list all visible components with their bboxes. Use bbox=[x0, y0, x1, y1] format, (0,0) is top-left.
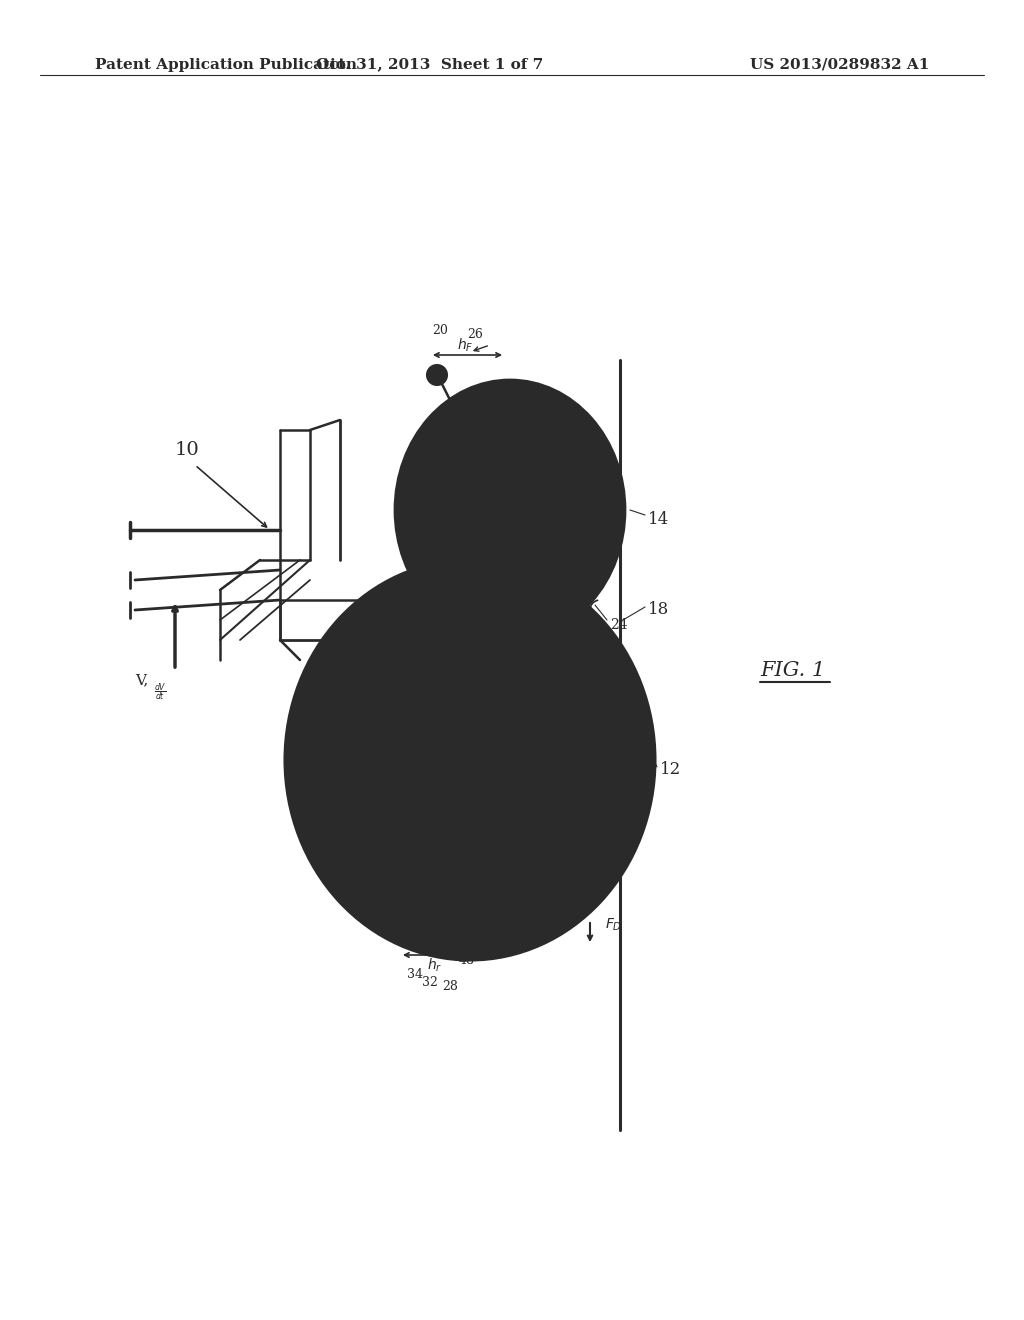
Circle shape bbox=[417, 824, 442, 849]
Text: 32: 32 bbox=[422, 975, 438, 989]
Circle shape bbox=[376, 747, 401, 774]
Circle shape bbox=[397, 925, 417, 945]
Circle shape bbox=[458, 536, 476, 554]
Circle shape bbox=[498, 671, 523, 697]
Text: 26: 26 bbox=[467, 329, 483, 342]
Text: 14: 14 bbox=[648, 511, 670, 528]
Text: $\frac{dV}{dt}$: $\frac{dV}{dt}$ bbox=[154, 681, 166, 702]
Ellipse shape bbox=[441, 432, 579, 587]
Text: FIG. 1: FIG. 1 bbox=[760, 660, 825, 680]
Circle shape bbox=[517, 444, 536, 462]
Ellipse shape bbox=[418, 704, 522, 816]
Ellipse shape bbox=[362, 644, 578, 876]
Text: 28: 28 bbox=[442, 981, 458, 994]
Circle shape bbox=[417, 671, 442, 697]
Ellipse shape bbox=[285, 560, 655, 960]
Text: 18: 18 bbox=[648, 602, 670, 619]
Text: 24: 24 bbox=[610, 618, 628, 632]
Ellipse shape bbox=[475, 471, 545, 549]
Ellipse shape bbox=[395, 380, 625, 640]
Circle shape bbox=[539, 747, 564, 774]
Text: 12: 12 bbox=[660, 762, 681, 779]
Text: Patent Application Publication: Patent Application Publication bbox=[95, 58, 357, 71]
Text: 10: 10 bbox=[175, 441, 200, 459]
Text: US 2013/0289832 A1: US 2013/0289832 A1 bbox=[750, 58, 930, 71]
Circle shape bbox=[427, 366, 447, 385]
Text: $V_w$: $V_w$ bbox=[510, 694, 529, 710]
Circle shape bbox=[498, 824, 523, 849]
Circle shape bbox=[458, 466, 476, 484]
Text: $h_F$: $h_F$ bbox=[457, 337, 473, 354]
Text: $F_D$: $F_D$ bbox=[605, 917, 622, 933]
Text: V,: V, bbox=[135, 673, 148, 686]
Text: $h_r$: $h_r$ bbox=[427, 956, 442, 974]
Circle shape bbox=[554, 502, 571, 519]
Text: 20: 20 bbox=[432, 323, 447, 337]
Text: 34: 34 bbox=[407, 969, 423, 982]
Text: 48: 48 bbox=[459, 953, 475, 966]
Text: Oct. 31, 2013  Sheet 1 of 7: Oct. 31, 2013 Sheet 1 of 7 bbox=[316, 58, 544, 71]
Circle shape bbox=[517, 558, 536, 576]
